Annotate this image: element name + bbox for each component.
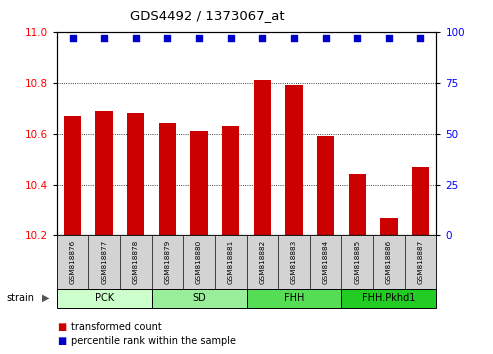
Text: FHH: FHH: [284, 293, 304, 303]
Text: GSM818884: GSM818884: [322, 240, 329, 284]
Text: GSM818877: GSM818877: [101, 240, 107, 284]
Bar: [246, 235, 278, 289]
Bar: [341, 235, 373, 289]
Text: ▶: ▶: [41, 293, 49, 303]
Text: GSM818876: GSM818876: [70, 240, 75, 284]
Bar: [246, 289, 341, 308]
Text: ■: ■: [57, 322, 66, 332]
Text: GSM818879: GSM818879: [164, 240, 171, 284]
Bar: [310, 235, 341, 289]
Text: GDS4492 / 1373067_at: GDS4492 / 1373067_at: [130, 9, 284, 22]
Bar: [222, 126, 240, 235]
Bar: [120, 235, 152, 289]
Bar: [341, 289, 436, 308]
Text: SD: SD: [192, 293, 206, 303]
Point: [385, 35, 393, 41]
Bar: [57, 235, 88, 289]
Bar: [96, 111, 113, 235]
Bar: [127, 113, 144, 235]
Text: GSM818880: GSM818880: [196, 240, 202, 284]
Bar: [152, 235, 183, 289]
Bar: [317, 136, 334, 235]
Text: GSM818882: GSM818882: [259, 240, 265, 284]
Bar: [64, 116, 81, 235]
Point: [321, 35, 329, 41]
Bar: [88, 235, 120, 289]
Bar: [159, 124, 176, 235]
Point: [132, 35, 140, 41]
Point: [258, 35, 266, 41]
Bar: [57, 289, 152, 308]
Text: GSM818887: GSM818887: [418, 240, 423, 284]
Point: [353, 35, 361, 41]
Bar: [405, 235, 436, 289]
Text: FHH.Pkhd1: FHH.Pkhd1: [362, 293, 416, 303]
Text: GSM818886: GSM818886: [386, 240, 392, 284]
Bar: [278, 235, 310, 289]
Point: [164, 35, 172, 41]
Text: transformed count: transformed count: [71, 322, 162, 332]
Point: [69, 35, 76, 41]
Point: [227, 35, 235, 41]
Bar: [215, 235, 246, 289]
Bar: [183, 235, 215, 289]
Point: [100, 35, 108, 41]
Bar: [253, 80, 271, 235]
Text: GSM818885: GSM818885: [354, 240, 360, 284]
Point: [417, 35, 424, 41]
Text: ■: ■: [57, 336, 66, 346]
Point: [290, 35, 298, 41]
Text: GSM818878: GSM818878: [133, 240, 139, 284]
Text: strain: strain: [6, 293, 34, 303]
Bar: [152, 289, 246, 308]
Bar: [412, 167, 429, 235]
Text: percentile rank within the sample: percentile rank within the sample: [71, 336, 237, 346]
Point: [195, 35, 203, 41]
Bar: [285, 85, 303, 235]
Text: PCK: PCK: [95, 293, 114, 303]
Text: GSM818881: GSM818881: [228, 240, 234, 284]
Bar: [190, 131, 208, 235]
Text: GSM818883: GSM818883: [291, 240, 297, 284]
Bar: [380, 218, 397, 235]
Bar: [373, 235, 405, 289]
Bar: [349, 174, 366, 235]
